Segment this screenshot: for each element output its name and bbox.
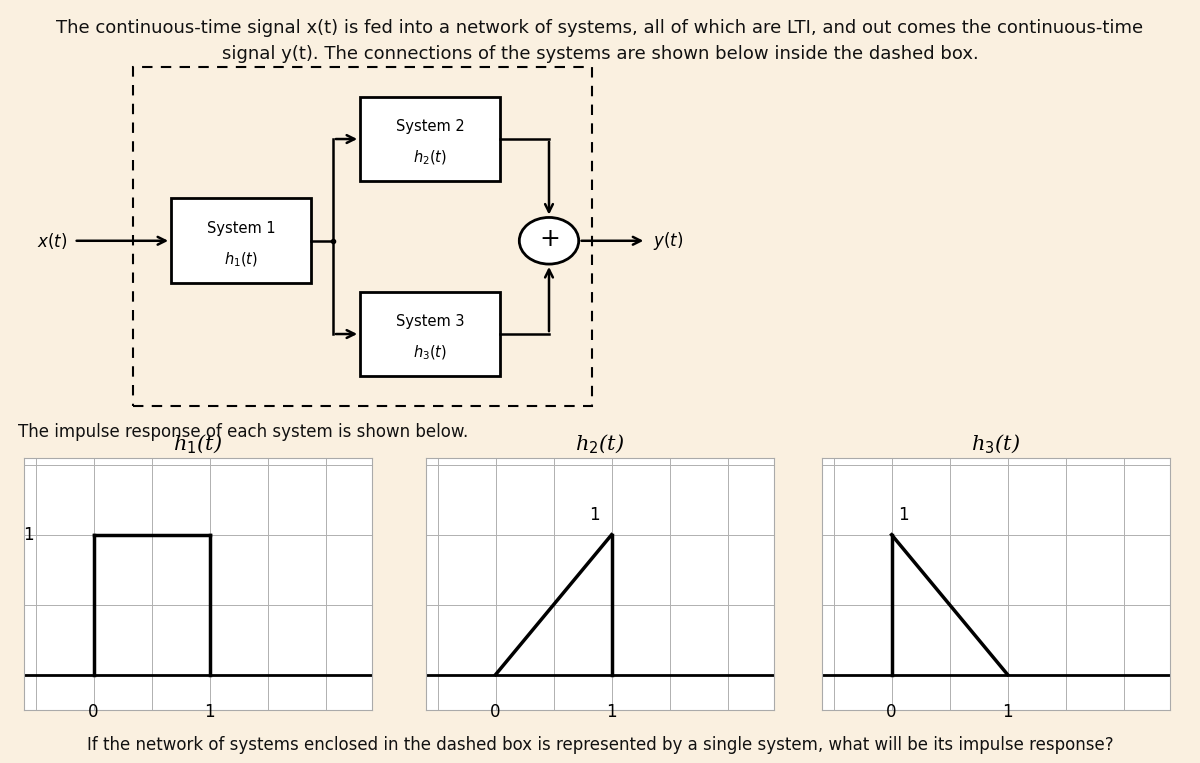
Text: $h_2(t)$: $h_2(t)$ bbox=[413, 149, 448, 167]
Text: 1: 1 bbox=[606, 703, 617, 720]
FancyBboxPatch shape bbox=[360, 291, 500, 376]
Text: The continuous-time signal x(t) is fed into a network of systems, all of which a: The continuous-time signal x(t) is fed i… bbox=[56, 19, 1144, 63]
Bar bbox=[133, 67, 593, 406]
Circle shape bbox=[520, 217, 578, 264]
Text: 1: 1 bbox=[204, 703, 215, 720]
Text: $h_3(t)$: $h_3(t)$ bbox=[413, 343, 448, 362]
Text: System 2: System 2 bbox=[396, 119, 464, 134]
Text: 1: 1 bbox=[898, 506, 908, 523]
Title: h$_1$(t): h$_1$(t) bbox=[173, 433, 223, 456]
Title: h$_3$(t): h$_3$(t) bbox=[971, 433, 1021, 456]
Text: 0: 0 bbox=[89, 703, 98, 720]
Text: 0: 0 bbox=[491, 703, 500, 720]
Text: $h_1(t)$: $h_1(t)$ bbox=[224, 250, 258, 269]
Text: The impulse response of each system is shown below.: The impulse response of each system is s… bbox=[18, 423, 468, 442]
Title: h$_2$(t): h$_2$(t) bbox=[575, 433, 625, 456]
Text: 0: 0 bbox=[887, 703, 896, 720]
Text: 1: 1 bbox=[1002, 703, 1013, 720]
Text: 1: 1 bbox=[23, 526, 34, 544]
Text: 1: 1 bbox=[589, 506, 600, 523]
Text: $x(t)$: $x(t)$ bbox=[37, 230, 67, 251]
Text: $y(t)$: $y(t)$ bbox=[653, 230, 683, 252]
Text: If the network of systems enclosed in the dashed box is represented by a single : If the network of systems enclosed in th… bbox=[86, 736, 1114, 754]
FancyBboxPatch shape bbox=[172, 198, 312, 283]
Text: $+$: $+$ bbox=[539, 227, 559, 251]
Text: System 3: System 3 bbox=[396, 314, 464, 329]
Text: System 1: System 1 bbox=[206, 221, 276, 236]
FancyBboxPatch shape bbox=[360, 97, 500, 182]
